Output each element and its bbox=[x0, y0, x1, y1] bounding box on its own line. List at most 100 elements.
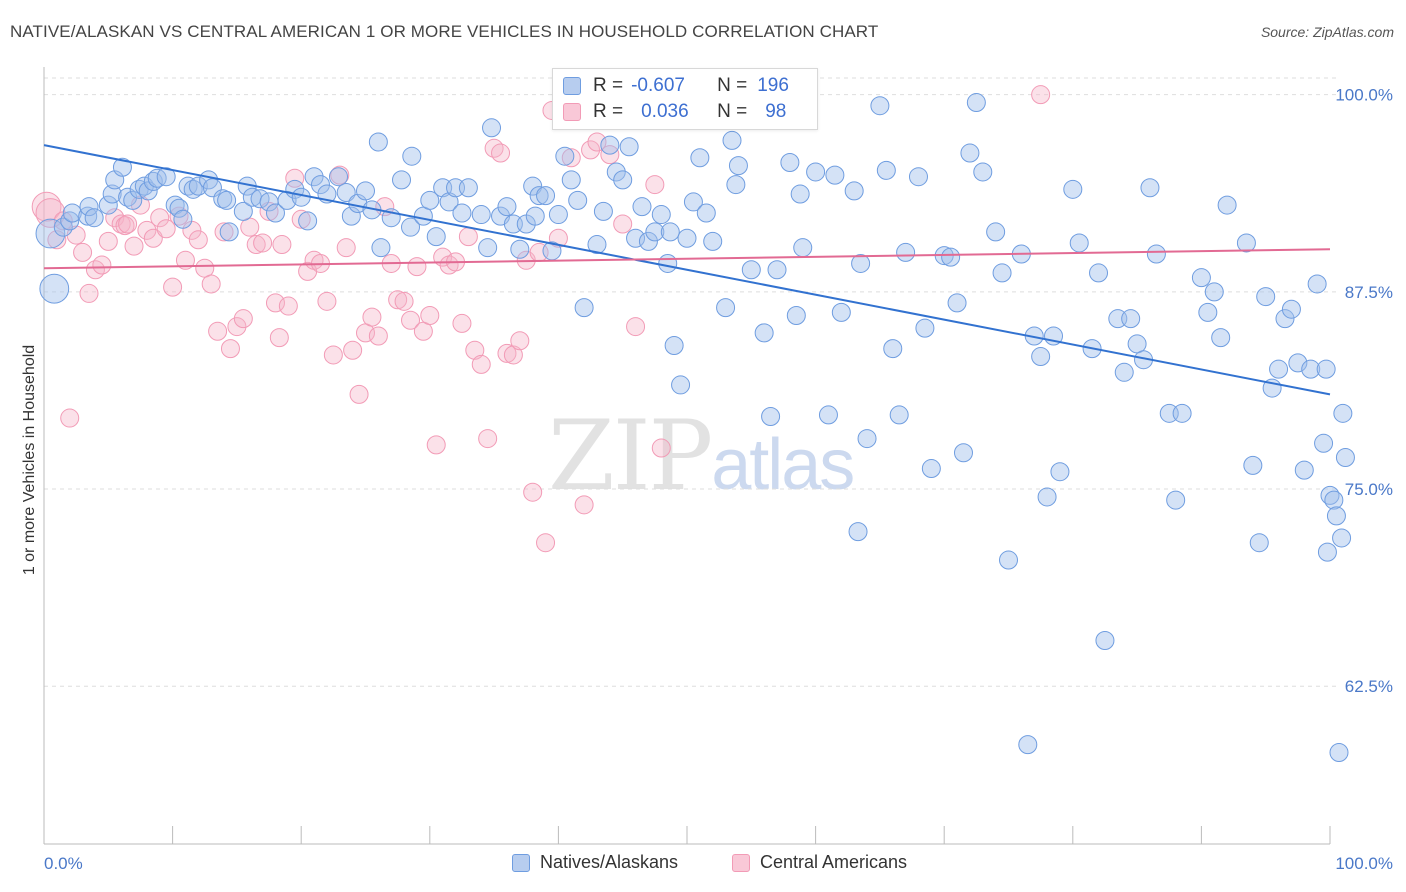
central-point bbox=[272, 235, 292, 255]
central-point bbox=[465, 340, 485, 360]
natives-point bbox=[143, 171, 163, 191]
central-point bbox=[336, 238, 356, 258]
natives-point bbox=[889, 405, 909, 425]
natives-point bbox=[790, 184, 810, 204]
central-point bbox=[510, 331, 530, 351]
natives-point bbox=[217, 190, 237, 210]
natives-point bbox=[1314, 433, 1334, 453]
natives-point bbox=[883, 339, 903, 359]
central-point bbox=[317, 291, 337, 311]
natives-point bbox=[169, 198, 189, 218]
central-point bbox=[124, 236, 144, 256]
natives-point bbox=[1031, 347, 1051, 367]
central-point bbox=[118, 214, 138, 234]
natives-point bbox=[741, 260, 761, 280]
natives-point bbox=[39, 273, 70, 304]
natives-point bbox=[368, 132, 388, 152]
watermark-zip: ZIP bbox=[548, 400, 713, 512]
central-point bbox=[246, 235, 266, 255]
natives-point bbox=[1140, 178, 1160, 198]
natives-point bbox=[1191, 268, 1211, 288]
central-r-label: R = bbox=[593, 101, 624, 122]
natives-point bbox=[703, 231, 723, 251]
central-point bbox=[561, 148, 581, 168]
natives-point bbox=[536, 186, 556, 206]
axes bbox=[43, 67, 1331, 845]
central-point bbox=[92, 255, 112, 275]
natives-point bbox=[529, 186, 549, 206]
natives-point bbox=[966, 93, 986, 113]
natives-point bbox=[660, 222, 680, 242]
natives-point bbox=[726, 175, 746, 195]
trend-line-central bbox=[43, 248, 1331, 270]
natives-point bbox=[1236, 233, 1256, 253]
natives-point bbox=[118, 187, 138, 207]
legend-item-central[interactable]: Central Americans bbox=[732, 852, 907, 873]
natives-point bbox=[806, 162, 826, 182]
natives-point bbox=[1037, 487, 1057, 507]
natives-point bbox=[761, 406, 781, 426]
natives-point bbox=[677, 228, 697, 248]
natives-point bbox=[401, 217, 421, 237]
natives-point bbox=[420, 190, 440, 210]
natives-point bbox=[848, 522, 868, 542]
chart-title: NATIVE/ALASKAN VS CENTRAL AMERICAN 1 OR … bbox=[10, 22, 879, 41]
natives-point bbox=[219, 222, 239, 242]
natives-point bbox=[908, 167, 928, 187]
natives-point bbox=[1275, 309, 1295, 329]
natives-point bbox=[178, 176, 198, 196]
natives-point bbox=[793, 238, 813, 258]
natives-point bbox=[548, 205, 568, 225]
natives-point bbox=[1281, 299, 1301, 319]
correlation-row-central: R = 0.036 N = 98 bbox=[563, 101, 786, 123]
natives-point bbox=[371, 238, 391, 258]
natives-point bbox=[780, 152, 800, 172]
natives-point bbox=[1146, 244, 1166, 264]
natives-point bbox=[626, 228, 646, 248]
legend-item-natives[interactable]: Natives/Alaskans bbox=[512, 852, 678, 873]
central-point bbox=[163, 277, 183, 297]
natives-point bbox=[947, 293, 967, 313]
natives-point bbox=[728, 156, 748, 176]
natives-point bbox=[1294, 460, 1314, 480]
natives-point bbox=[356, 181, 375, 201]
natives-point bbox=[561, 170, 581, 190]
natives-point bbox=[1063, 179, 1083, 199]
central-point bbox=[343, 340, 363, 360]
central-point bbox=[478, 429, 498, 449]
central-point bbox=[581, 140, 601, 160]
natives-point bbox=[645, 222, 665, 242]
natives-point bbox=[600, 135, 620, 155]
natives-point bbox=[1307, 274, 1327, 294]
central-point bbox=[587, 132, 607, 152]
natives-point bbox=[754, 323, 774, 343]
natives-point bbox=[482, 118, 502, 138]
natives-point bbox=[767, 260, 787, 280]
natives-point bbox=[606, 162, 626, 182]
central-point bbox=[651, 438, 671, 458]
natives-point bbox=[818, 405, 838, 425]
trend-line-natives bbox=[43, 144, 1331, 396]
natives-swatch bbox=[563, 77, 581, 95]
natives-point bbox=[1114, 362, 1134, 382]
natives-point bbox=[716, 298, 736, 318]
central-point bbox=[208, 321, 228, 341]
central-point bbox=[214, 222, 234, 242]
natives-point bbox=[298, 211, 318, 231]
central-point bbox=[227, 317, 247, 337]
natives-r-label: R = bbox=[593, 75, 624, 96]
natives-point bbox=[1243, 455, 1263, 475]
natives-point bbox=[458, 178, 478, 198]
central-point bbox=[233, 309, 253, 329]
natives-point bbox=[1316, 359, 1336, 379]
natives-point bbox=[587, 235, 607, 255]
natives-point bbox=[1249, 533, 1269, 553]
natives-point bbox=[664, 335, 684, 355]
natives-point bbox=[452, 203, 472, 223]
natives-point bbox=[439, 192, 459, 212]
natives-point bbox=[392, 170, 412, 190]
natives-point bbox=[478, 238, 498, 258]
natives-point bbox=[471, 205, 491, 225]
central-point bbox=[175, 250, 195, 270]
central-point bbox=[73, 242, 93, 262]
